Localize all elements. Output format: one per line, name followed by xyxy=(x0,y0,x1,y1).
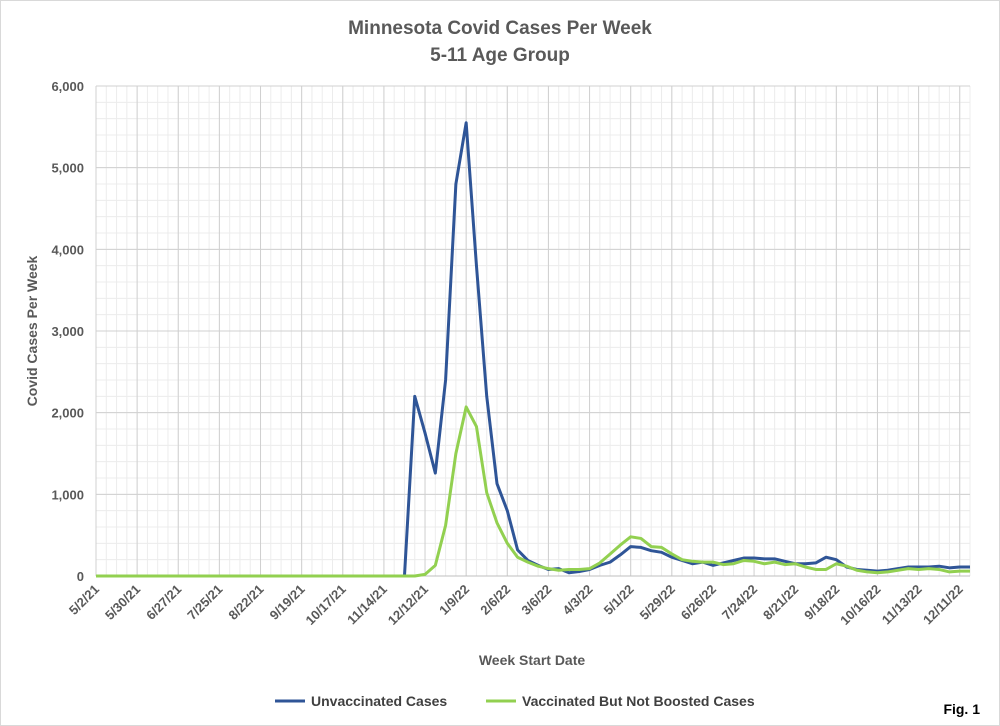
chart-title: Minnesota Covid Cases Per Week xyxy=(348,18,652,39)
data-line xyxy=(96,405,970,578)
y-tick-label: 3,000 xyxy=(51,324,84,339)
y-tick-label: 5,000 xyxy=(51,161,84,176)
y-axis-title: Covid Cases Per Week xyxy=(24,255,40,406)
legend-label: Unvaccinated Cases xyxy=(311,693,447,709)
x-axis-title: Week Start Date xyxy=(479,652,586,668)
y-tick-label: 2,000 xyxy=(51,406,84,421)
y-tick-label: 6,000 xyxy=(51,79,84,94)
y-tick-label: 1,000 xyxy=(51,487,84,502)
y-tick-label: 0 xyxy=(77,569,84,584)
legend-label: Vaccinated But Not Boosted Cases xyxy=(522,693,755,709)
chart-subtitle: 5-11 Age Group xyxy=(430,45,570,66)
y-tick-label: 4,000 xyxy=(51,242,84,257)
annotation: Fig. 1 xyxy=(943,701,980,717)
